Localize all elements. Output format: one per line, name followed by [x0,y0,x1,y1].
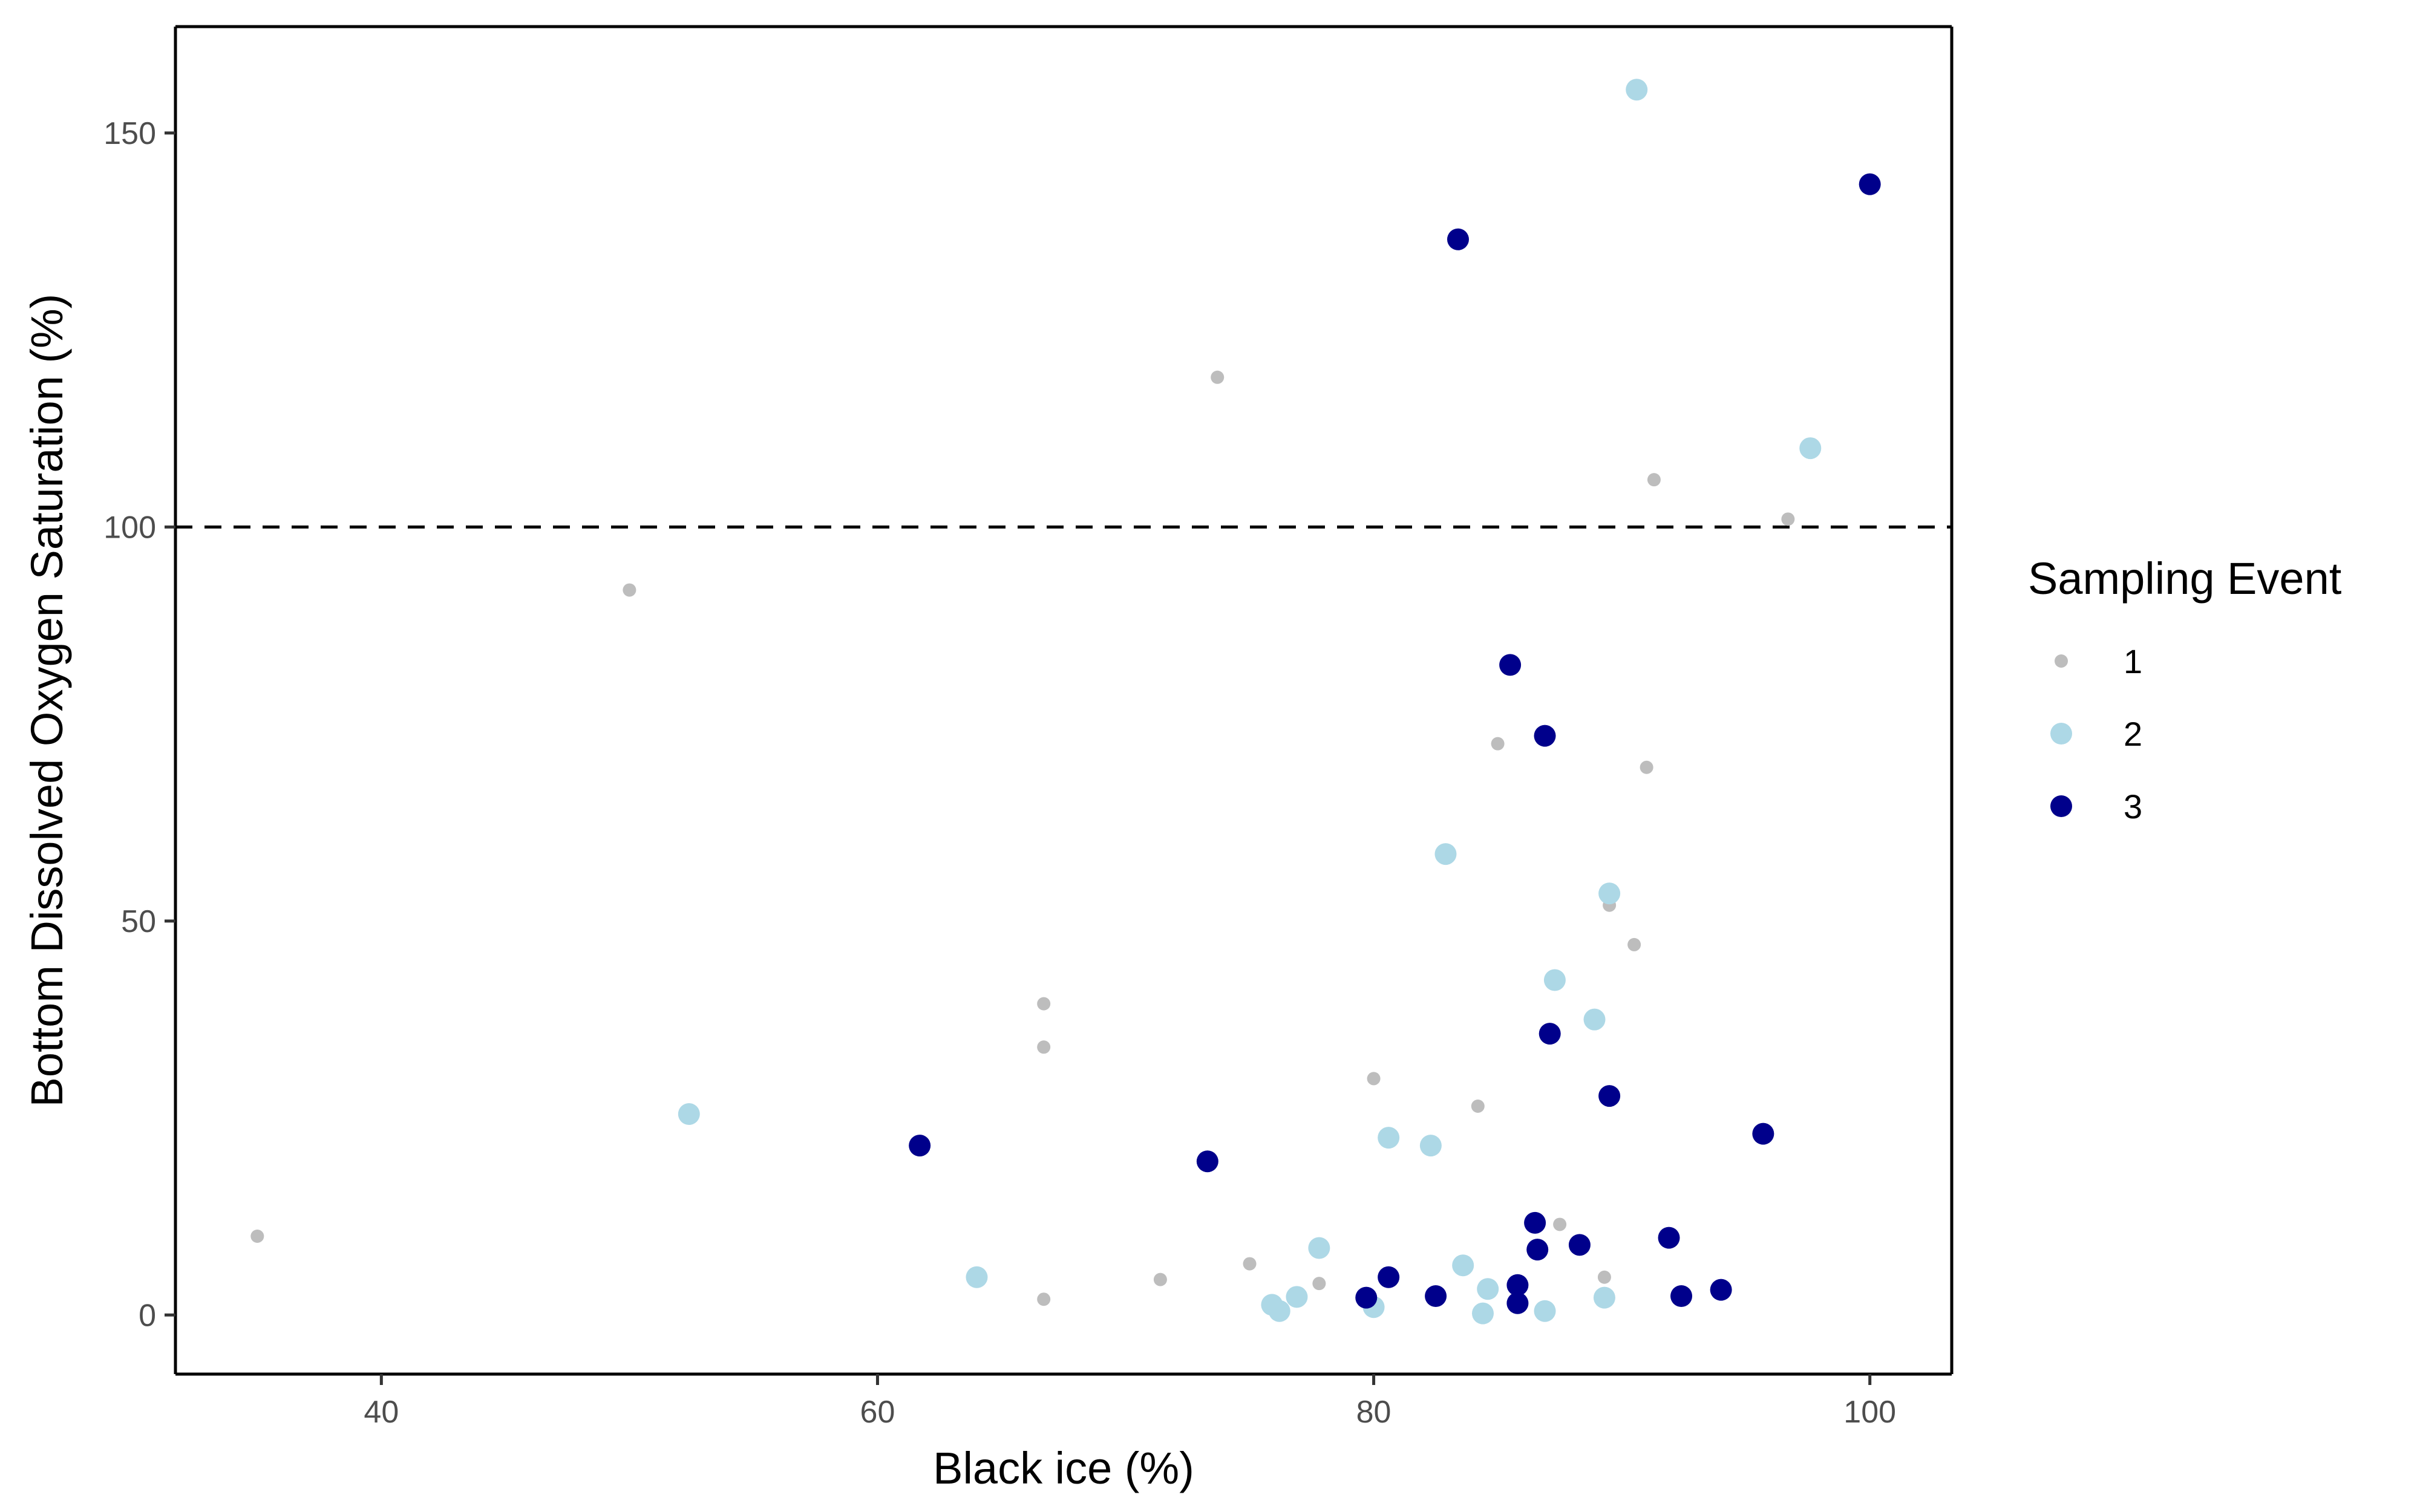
data-point-series-2 [1477,1278,1499,1300]
legend-key-1 [2055,654,2068,668]
data-point-series-3 [1859,173,1881,195]
y-tick-label: 0 [139,1298,156,1333]
data-point-series-1 [1627,937,1641,951]
data-point-series-3 [1752,1123,1774,1145]
data-point-series-1 [1491,737,1505,751]
ticks-layer: 40 60 80 100 0 50 100 150 [103,116,1896,1430]
data-point-series-2 [1268,1300,1290,1322]
data-point-series-1 [1367,1072,1381,1086]
legend-label-2: 2 [2124,715,2142,753]
y-axis-title: Bottom Dissolved Oxygen Saturation (%) [22,294,72,1107]
data-point-series-2 [1308,1237,1330,1259]
data-point-series-1 [1553,1217,1567,1231]
data-point-series-1 [1037,997,1051,1011]
data-point-series-3 [1710,1279,1732,1301]
data-point-series-1 [1781,512,1795,526]
y-tick-label: 50 [121,904,156,939]
data-point-series-1 [1640,760,1653,774]
data-point-series-1 [1037,1292,1051,1306]
data-point-series-2 [1598,882,1621,905]
data-point-series-2 [1452,1254,1474,1277]
data-point-series-3 [1658,1227,1680,1249]
data-point-series-1 [623,583,636,597]
data-point-series-3 [1506,1292,1529,1314]
data-point-series-2 [1593,1286,1615,1309]
data-points-layer [250,79,1881,1325]
y-tick-label: 100 [103,510,156,545]
data-point-series-2 [1626,79,1648,101]
data-point-series-1 [1153,1272,1167,1286]
data-point-series-2 [1434,843,1457,865]
data-point-series-1 [1647,473,1661,487]
data-point-series-2 [1286,1286,1308,1308]
data-point-series-1 [1597,1270,1611,1284]
x-axis-title: Black ice (%) [933,1443,1194,1493]
data-point-series-3 [1670,1285,1693,1308]
legend-key-2 [2050,723,2072,745]
data-point-series-1 [1037,1040,1051,1054]
axes-layer [174,25,1954,1376]
data-point-series-3 [1355,1286,1378,1309]
data-point-series-3 [1568,1234,1591,1256]
data-point-series-2 [1419,1135,1442,1157]
legend-title: Sampling Event [2028,553,2342,604]
data-point-series-2 [1471,1302,1494,1325]
data-point-series-3 [1526,1239,1549,1261]
data-point-series-2 [1534,1300,1556,1322]
legend-label-3: 3 [2124,787,2142,826]
x-tick-label: 80 [1356,1395,1392,1430]
data-point-series-3 [1378,1266,1400,1288]
x-tick-label: 100 [1843,1395,1896,1430]
data-point-series-1 [1211,370,1225,384]
data-point-series-2 [1583,1008,1606,1031]
legend-items: 1 2 3 [2050,642,2142,826]
data-point-series-3 [1506,1274,1529,1296]
data-point-series-2 [1799,437,1822,460]
data-point-series-3 [1196,1150,1218,1173]
data-point-series-3 [1425,1285,1447,1308]
data-point-series-3 [1598,1085,1621,1107]
data-point-series-3 [909,1135,931,1157]
data-point-series-2 [1378,1127,1400,1149]
data-point-series-3 [1499,654,1522,676]
legend-key-3 [2050,795,2072,817]
legend: Sampling Event 1 2 3 [2028,553,2342,826]
data-point-series-1 [1243,1257,1257,1271]
data-point-series-1 [1471,1100,1485,1113]
x-tick-label: 40 [364,1395,399,1430]
data-point-series-2 [966,1266,988,1288]
plot-panel [175,27,1952,1374]
y-tick-label: 150 [103,116,156,151]
data-point-series-1 [250,1229,264,1243]
legend-label-1: 1 [2124,642,2142,680]
data-point-series-2 [678,1103,700,1126]
x-tick-label: 60 [860,1395,895,1430]
data-point-series-3 [1534,725,1556,747]
data-point-series-2 [1543,969,1566,991]
data-point-series-3 [1539,1023,1561,1045]
data-point-series-1 [1312,1277,1326,1291]
data-point-series-3 [1447,228,1469,250]
data-point-series-3 [1524,1211,1546,1234]
